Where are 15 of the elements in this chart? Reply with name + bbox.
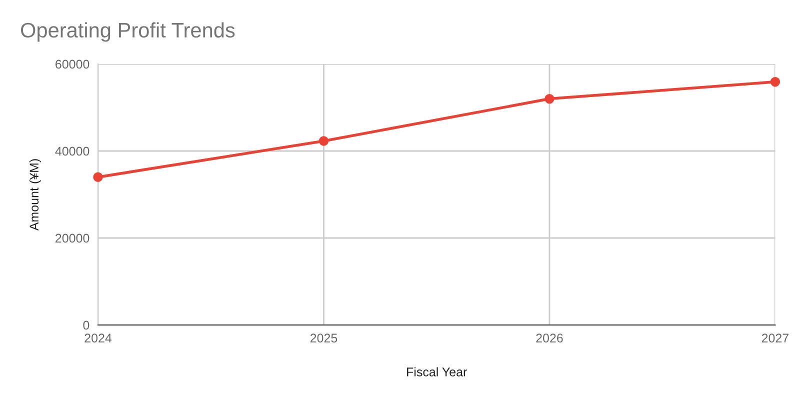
y-tick-label: 20000 [56,234,90,243]
y-tick-label: 0 [83,320,90,330]
y-axis-title: Amount (¥M) [29,159,42,231]
point [544,94,554,104]
x-tick-label: 2027 [762,334,788,343]
x-tick-label: 2026 [536,334,563,343]
point [93,172,103,182]
point [770,76,780,87]
chart-title: Operating Profit Trends [20,22,235,42]
x-tick-label: 2025 [310,334,338,343]
x-axis-title: Fiscal Year [407,367,467,376]
y-tick-label: 40000 [55,146,90,156]
y-tick-label: 60000 [56,60,90,69]
x-tick-label: 2024 [84,334,112,343]
point [318,136,329,146]
